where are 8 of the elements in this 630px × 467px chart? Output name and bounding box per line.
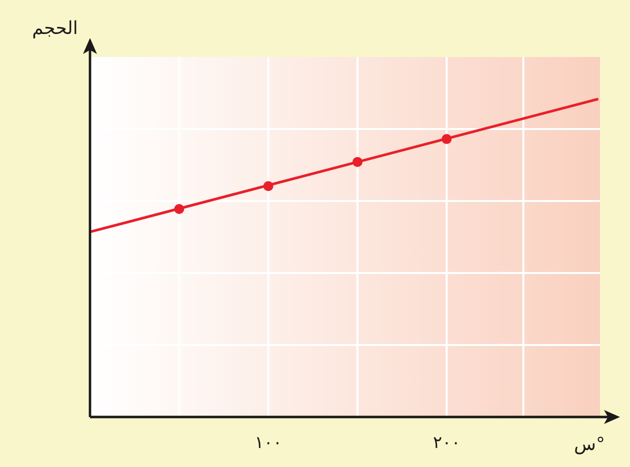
x-tick-label: ١٠٠ <box>254 433 282 453</box>
y-axis-title: الحجم <box>32 18 78 39</box>
point <box>442 134 452 144</box>
point <box>263 181 274 192</box>
point <box>352 156 362 167</box>
point <box>174 204 184 214</box>
x-tick-label: ٢٠٠ <box>432 433 460 453</box>
x-axis-title: °س <box>574 434 605 455</box>
